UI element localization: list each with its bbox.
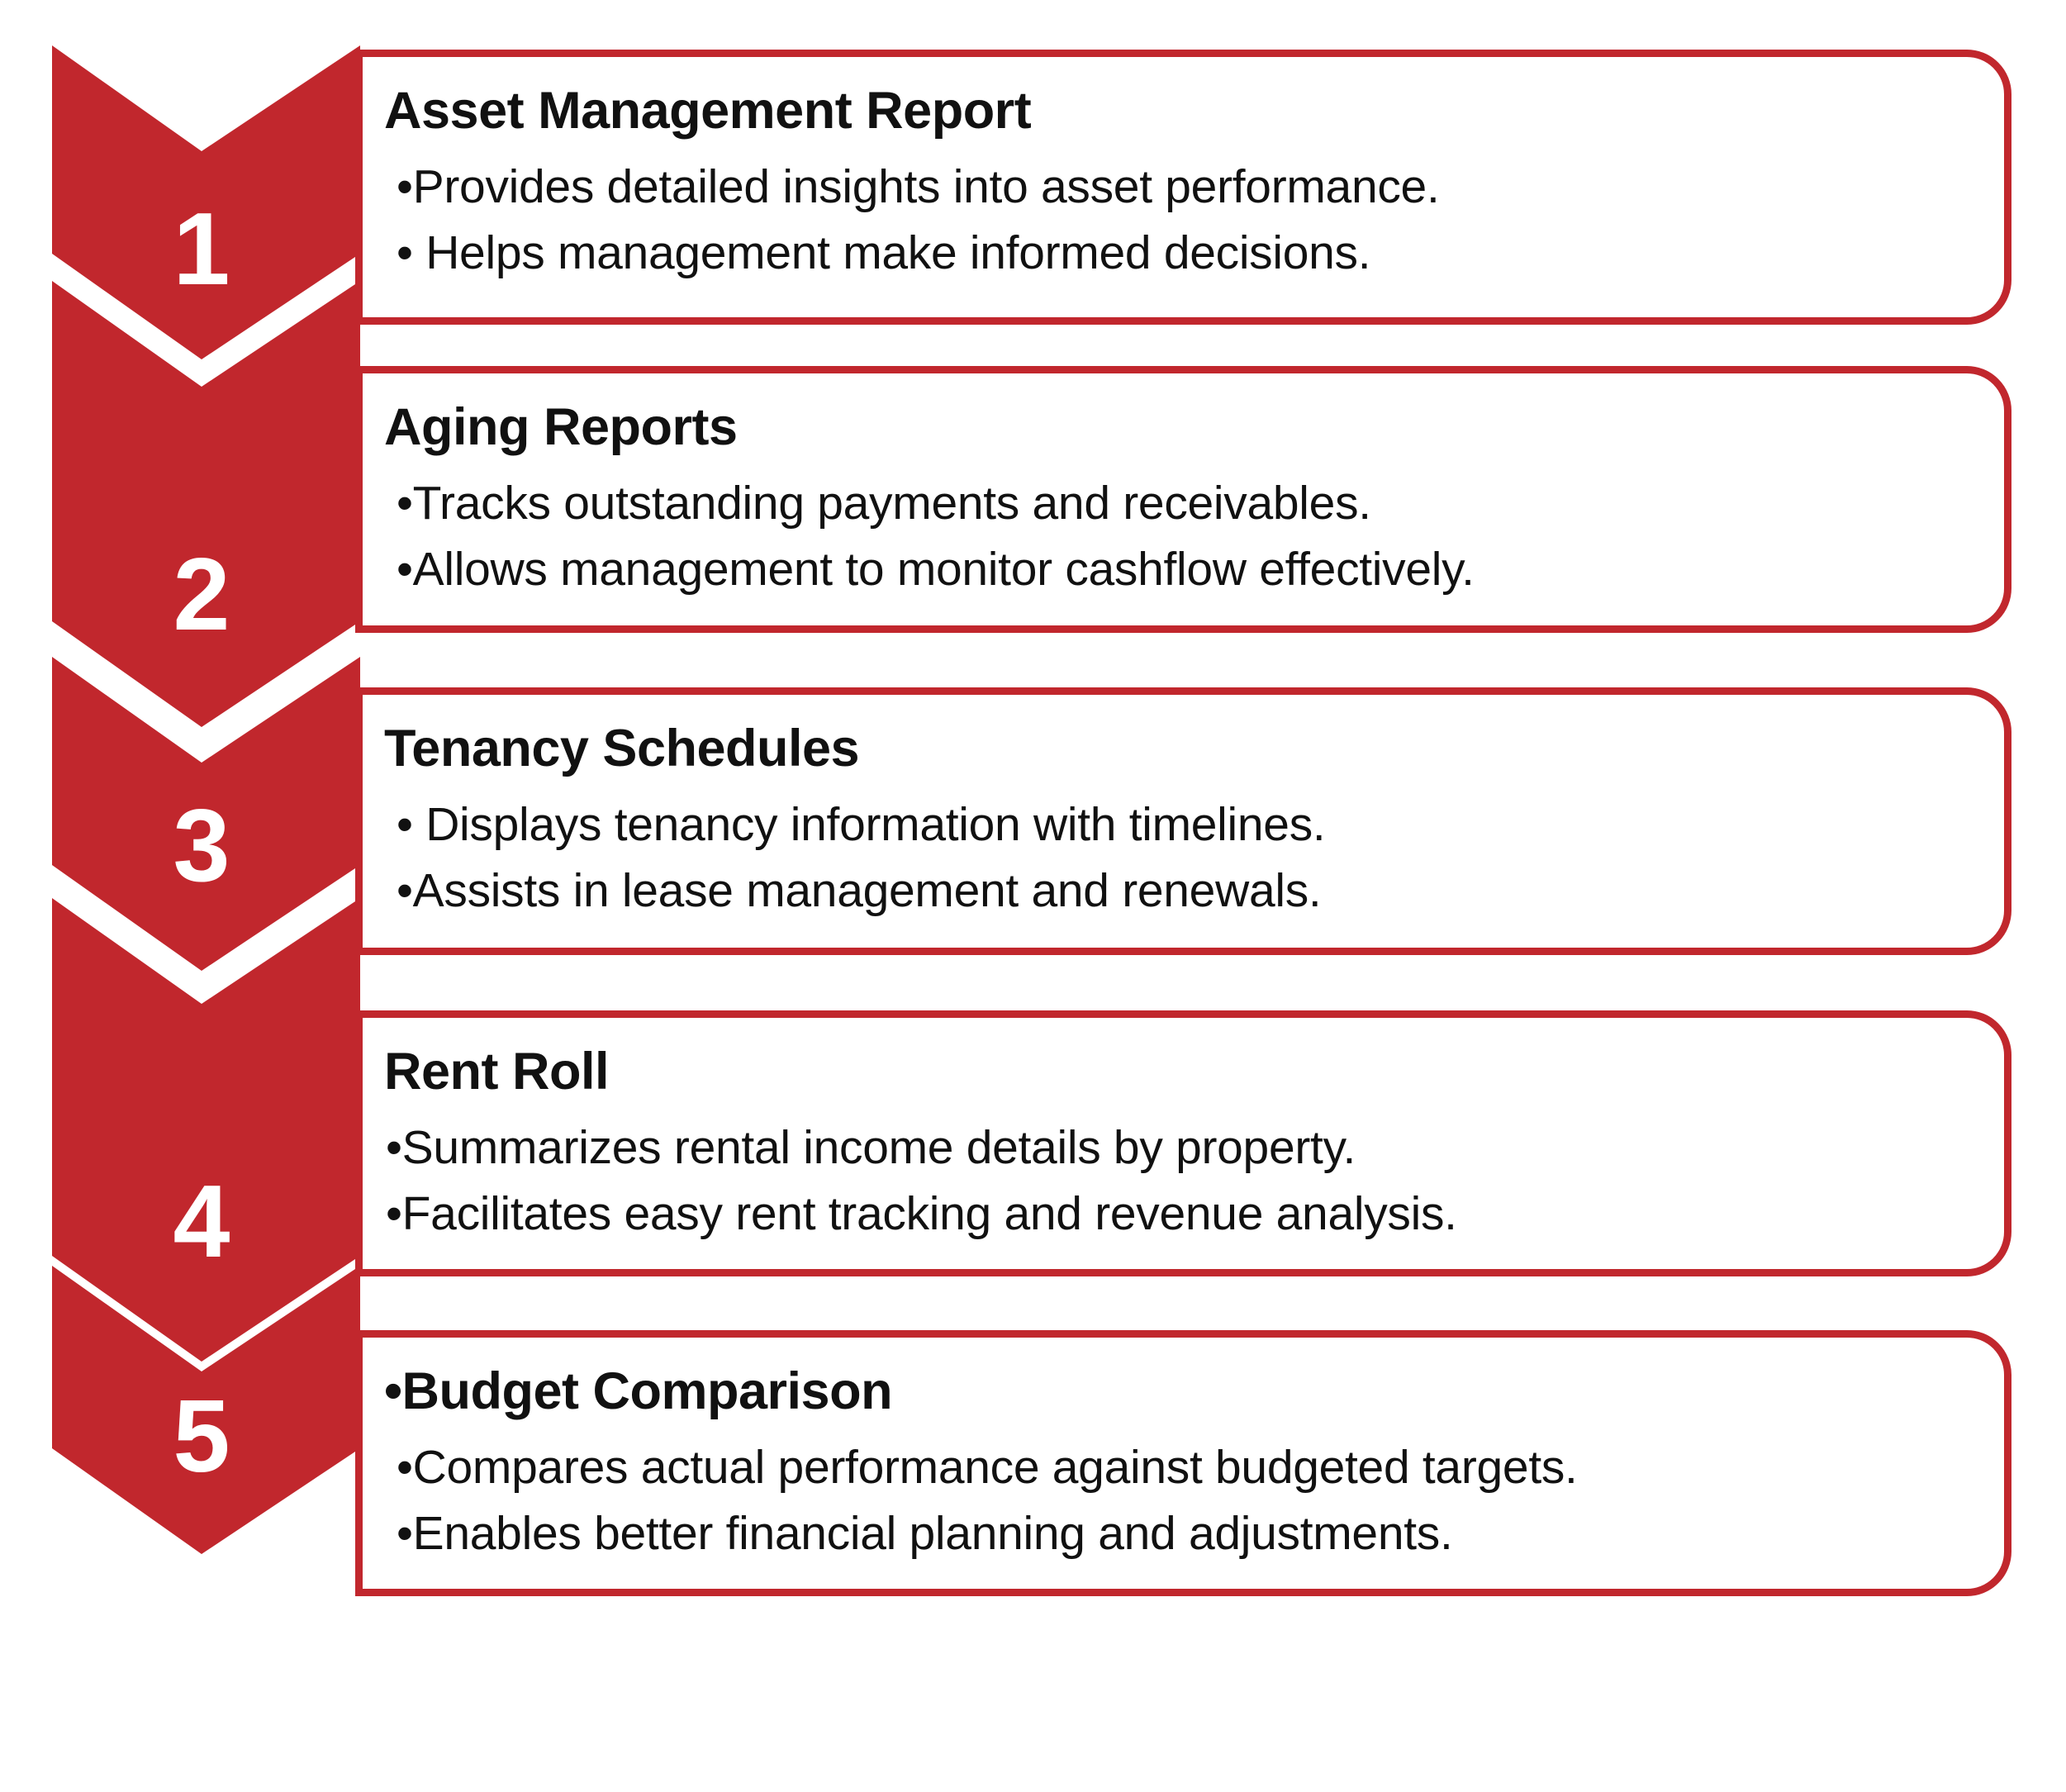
chevron-step-2: 2 bbox=[52, 281, 360, 727]
chevron-step-5: 5 bbox=[52, 1266, 360, 1554]
chevron-arrow-icon bbox=[52, 1266, 360, 1554]
step-title: Asset Management Report bbox=[384, 82, 1032, 140]
step-bullet: •Tracks outstanding payments and receiva… bbox=[397, 476, 1371, 530]
step-bullet-list: •Tracks outstanding payments and receiva… bbox=[384, 470, 1971, 602]
step-bullet-list: • Displays tenancy information with time… bbox=[384, 791, 1971, 924]
step-bullet-list: •Compares actual performance against bud… bbox=[384, 1434, 1971, 1566]
step-title: •Budget Comparison bbox=[384, 1362, 893, 1420]
step-bullet: •Facilitates easy rent tracking and reve… bbox=[386, 1186, 1457, 1240]
chevron-arrow-icon bbox=[52, 45, 360, 359]
chevron-arrow-icon bbox=[52, 281, 360, 727]
step-bullet: •Summarizes rental income details by pro… bbox=[386, 1120, 1356, 1174]
step-card-asset-management: Asset Management Report •Provides detail… bbox=[355, 50, 2011, 325]
step-bullet-list: •Summarizes rental income details by pro… bbox=[384, 1115, 1971, 1247]
step-number: 4 bbox=[173, 1165, 230, 1279]
step-number: 3 bbox=[173, 789, 230, 903]
step-bullet: •Compares actual performance against bud… bbox=[397, 1440, 1578, 1494]
step-bullet: •Allows management to monitor cashflow e… bbox=[397, 542, 1475, 596]
step-title: Rent Roll bbox=[384, 1043, 610, 1100]
step-bullet-list: •Provides detailed insights into asset p… bbox=[384, 154, 1971, 286]
chevron-arrow-icon bbox=[52, 657, 360, 971]
step-card-rent-roll: Rent Roll •Summarizes rental income deta… bbox=[355, 1010, 2011, 1276]
step-card-aging-reports: Aging Reports •Tracks outstanding paymen… bbox=[355, 366, 2011, 633]
step-card-tenancy-schedules: Tenancy Schedules • Displays tenancy inf… bbox=[355, 687, 2011, 955]
chevron-arrow-icon bbox=[52, 898, 360, 1362]
step-title: Tenancy Schedules bbox=[384, 720, 860, 777]
step-bullet: •Enables better financial planning and a… bbox=[397, 1506, 1453, 1560]
step-title: Aging Reports bbox=[384, 398, 738, 456]
step-number: 2 bbox=[173, 538, 230, 652]
chevron-step-1: 1 bbox=[52, 45, 360, 359]
step-bullet: •Assists in lease management and renewal… bbox=[397, 863, 1322, 917]
step-bullet: •Provides detailed insights into asset p… bbox=[397, 159, 1440, 213]
step-bullet: • Helps management make informed decisio… bbox=[397, 226, 1371, 279]
chevron-step-3: 3 bbox=[52, 657, 360, 971]
step-number: 1 bbox=[173, 193, 230, 307]
step-card-budget-comparison: •Budget Comparison •Compares actual perf… bbox=[355, 1330, 2011, 1596]
step-bullet: • Displays tenancy information with time… bbox=[397, 797, 1326, 851]
step-number: 5 bbox=[173, 1380, 230, 1494]
chevron-step-4: 4 bbox=[52, 898, 360, 1362]
